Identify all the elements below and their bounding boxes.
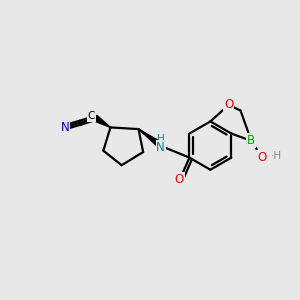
- Text: O: O: [224, 98, 233, 111]
- Text: O: O: [257, 151, 266, 164]
- Text: ·H: ·H: [270, 151, 282, 161]
- Text: N: N: [156, 141, 165, 154]
- Text: C: C: [88, 111, 95, 121]
- Text: B: B: [247, 134, 255, 147]
- Text: N: N: [61, 121, 70, 134]
- Polygon shape: [139, 129, 164, 149]
- Polygon shape: [93, 115, 110, 128]
- Text: H: H: [157, 134, 164, 143]
- Text: O: O: [175, 172, 184, 186]
